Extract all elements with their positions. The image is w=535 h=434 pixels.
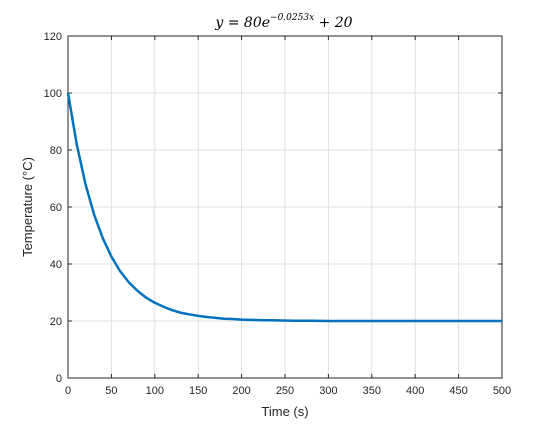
y-tick-label: 40 <box>50 259 62 271</box>
x-tick-label: 300 <box>319 385 337 397</box>
x-tick-label: 150 <box>189 385 207 397</box>
x-tick-label: 50 <box>105 385 117 397</box>
x-tick-label: 0 <box>65 385 71 397</box>
chart-title-offset: + 20 <box>314 15 353 31</box>
series-layer <box>66 92 502 323</box>
x-tick-label: 200 <box>232 385 250 397</box>
y-tick-label: 0 <box>56 373 62 385</box>
x-tick-label: 100 <box>146 385 164 397</box>
x-axis-label: Time (s) <box>261 404 308 419</box>
chart-title: y = 80e−0.0253x + 20 <box>214 13 352 31</box>
x-tick-label: 350 <box>363 385 381 397</box>
chart-title-base: y = 80e <box>214 15 270 31</box>
y-tick-label: 80 <box>50 145 62 157</box>
series-line <box>66 92 502 323</box>
y-tick-label: 120 <box>44 31 62 43</box>
y-tick-label: 20 <box>50 316 62 328</box>
x-tick-label: 400 <box>406 385 424 397</box>
x-tick-label: 500 <box>493 385 511 397</box>
grid-lines <box>67 35 503 379</box>
x-tick-labels: 0 50 100 150 200 250 300 350 400 450 500 <box>65 385 511 397</box>
y-tick-label: 100 <box>44 88 62 100</box>
y-tick-labels: 0 20 40 60 80 100 120 <box>44 31 62 385</box>
x-tick-label: 450 <box>449 385 467 397</box>
chart-title-exponent: −0.0253x <box>270 13 314 23</box>
x-tick-label: 250 <box>276 385 294 397</box>
y-tick-label: 60 <box>50 202 62 214</box>
y-axis-label: Temperature (°C) <box>20 157 35 257</box>
